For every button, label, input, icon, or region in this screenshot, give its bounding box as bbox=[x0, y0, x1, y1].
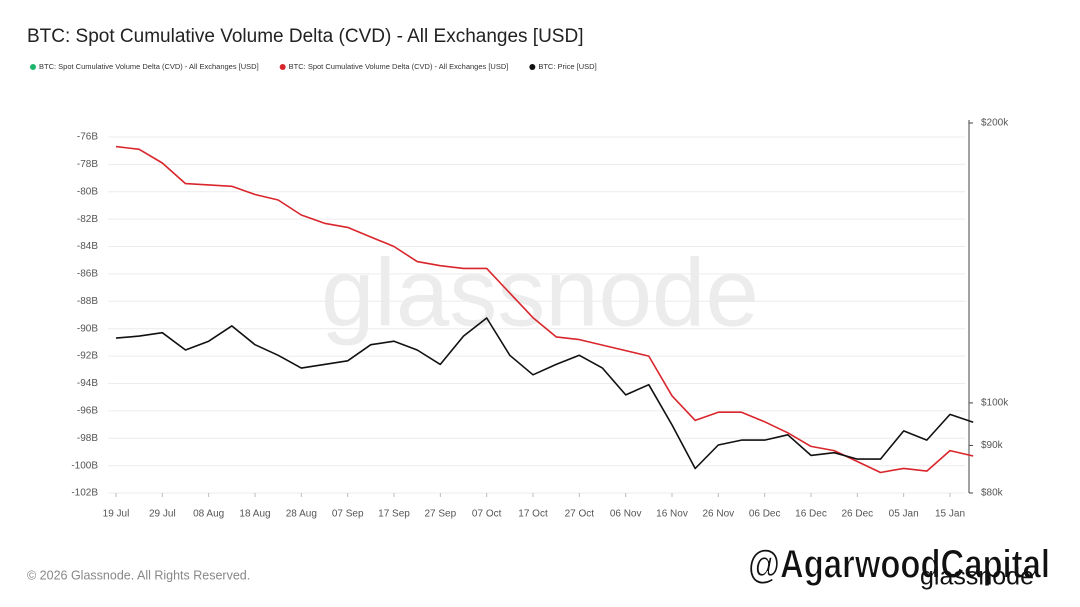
y-tick-label: -94B bbox=[77, 378, 98, 389]
x-tick-label: 06 Nov bbox=[610, 509, 642, 520]
x-tick-label: 17 Sep bbox=[378, 509, 410, 520]
x-tick-label: 16 Nov bbox=[656, 509, 688, 520]
y2-tick-label: $80k bbox=[981, 488, 1004, 499]
x-tick-label: 26 Nov bbox=[702, 509, 734, 520]
x-tick-label: 26 Dec bbox=[841, 509, 873, 520]
watermark: glassnode bbox=[321, 239, 759, 346]
legend-label: BTC: Price [USD] bbox=[538, 62, 596, 71]
x-tick-label: 07 Sep bbox=[332, 509, 364, 520]
x-tick-label: 05 Jan bbox=[889, 509, 919, 520]
x-tick-label: 15 Jan bbox=[935, 509, 965, 520]
y-tick-label: -102B bbox=[71, 488, 98, 499]
x-tick-label: 27 Oct bbox=[565, 509, 595, 520]
legend-label: BTC: Spot Cumulative Volume Delta (CVD) … bbox=[39, 62, 259, 71]
footer: © 2026 Glassnode. All Rights Reserved. bbox=[27, 568, 250, 582]
y-tick-label: -76B bbox=[77, 132, 98, 143]
x-tick-label: 06 Dec bbox=[749, 509, 781, 520]
y-tick-label: -92B bbox=[77, 351, 98, 362]
y2-tick-label: $90k bbox=[981, 440, 1004, 451]
credit: @AgarwoodCapital bbox=[748, 543, 1050, 587]
series-line bbox=[115, 145, 974, 474]
x-tick-label: 27 Sep bbox=[424, 509, 456, 520]
legend-marker bbox=[529, 64, 536, 70]
y-tick-label: -84B bbox=[77, 241, 98, 252]
brand: glassnode bbox=[920, 563, 1034, 591]
x-tick-label: 16 Dec bbox=[795, 509, 827, 520]
series-line bbox=[115, 317, 974, 470]
x-tick-label: 29 Jul bbox=[149, 509, 176, 520]
x-tick-label: 17 Oct bbox=[518, 509, 548, 520]
legend-marker bbox=[279, 64, 286, 70]
x-tick-label: 19 Jul bbox=[103, 509, 130, 520]
x-tick-label: 07 Oct bbox=[472, 509, 502, 520]
y-tick-label: -90B bbox=[77, 323, 98, 334]
y-tick-label: -78B bbox=[77, 159, 98, 170]
legend-marker bbox=[30, 64, 36, 70]
y2-tick-label: $200k bbox=[981, 118, 1009, 129]
y-tick-label: -86B bbox=[77, 269, 98, 280]
y-tick-label: -82B bbox=[77, 214, 98, 225]
x-tick-label: 18 Aug bbox=[239, 509, 270, 520]
y-tick-label: -80B bbox=[77, 186, 98, 197]
y-tick-label: -96B bbox=[77, 405, 98, 416]
legend-label: BTC: Spot Cumulative Volume Delta (CVD) … bbox=[289, 62, 509, 71]
y-tick-label: -88B bbox=[77, 296, 98, 307]
x-tick-label: 08 Aug bbox=[193, 509, 224, 520]
x-tick-label: 28 Aug bbox=[286, 509, 317, 520]
y-tick-label: -98B bbox=[77, 433, 98, 444]
chart-title: BTC: Spot Cumulative Volume Delta (CVD) … bbox=[27, 26, 583, 47]
y2-tick-label: $100k bbox=[981, 398, 1009, 409]
y-tick-label: -100B bbox=[71, 460, 98, 471]
